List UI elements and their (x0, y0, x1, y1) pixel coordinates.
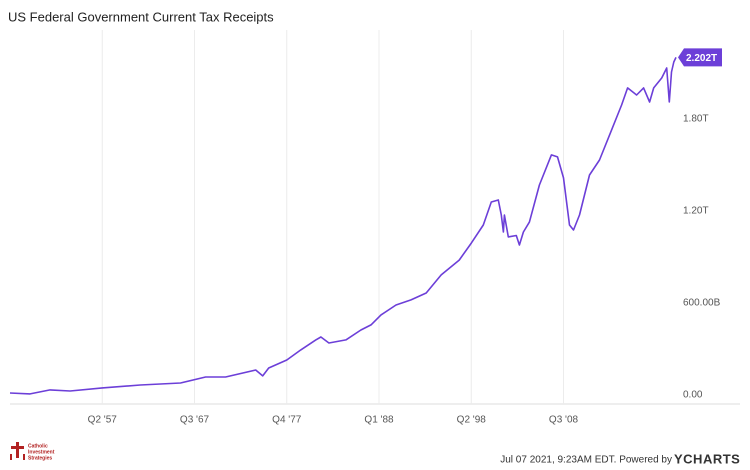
value-label: 2.202T (686, 53, 717, 64)
value-tag-box (678, 48, 722, 67)
footer-brand: YCHARTS (674, 451, 740, 466)
logo-text: Investment (28, 449, 55, 455)
y-tick-label: 1.20T (683, 206, 709, 217)
logo-icon (10, 442, 25, 460)
logo-text: Catholic (28, 443, 48, 449)
y-tick-label: 0.00 (683, 390, 703, 401)
x-tick-label: Q2 '98 (457, 415, 487, 426)
line (9, 57, 677, 395)
x-tick-label: Q4 '77 (272, 415, 302, 426)
chart-title: US Federal Government Current Tax Receip… (8, 9, 274, 24)
x-tick-label: Q2 '57 (88, 415, 118, 426)
x-tick-label: Q1 '88 (364, 415, 394, 426)
y-tick-label: 1.80T (683, 114, 709, 125)
value-tag: 2.202T (678, 48, 722, 67)
x-tick-label: Q3 '08 (549, 415, 579, 426)
footer-timestamp: Jul 07 2021, 9:23AM EDT. Powered by (500, 455, 672, 466)
logo-text: Strategies (28, 455, 52, 461)
x-tick-label: Q3 '67 (180, 415, 210, 426)
y-tick-label: 600.00B (683, 298, 721, 309)
